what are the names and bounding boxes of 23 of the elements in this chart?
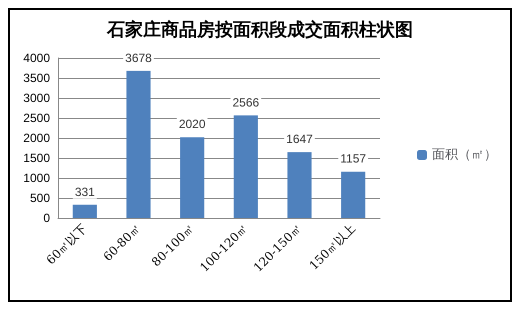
bar: [341, 172, 366, 218]
y-tick-label: 4000: [23, 51, 50, 65]
data-label: 331: [74, 184, 96, 199]
y-tick-label: 1000: [23, 171, 50, 185]
y-tick-label: 2000: [23, 131, 50, 145]
y-tick-label: 1500: [23, 151, 50, 165]
chart-title: 石家庄商品房按面积段成交面积柱状图: [106, 20, 413, 40]
legend-label: 面积（㎡）: [432, 148, 497, 162]
y-tick-label: 0: [43, 211, 50, 225]
bar: [180, 137, 204, 218]
bar: [126, 70, 151, 218]
y-tick-label: 500: [30, 191, 50, 205]
bar: [72, 204, 97, 218]
bar: [234, 115, 258, 218]
y-tick-label: 2500: [23, 111, 50, 125]
data-label: 1647: [286, 132, 314, 146]
data-label: 2566: [232, 95, 260, 110]
bar: [287, 152, 312, 218]
data-label: 1157: [340, 152, 366, 166]
data-label: 2020: [178, 117, 206, 132]
y-tick-label: 3500: [23, 71, 50, 85]
y-tick-label: 3000: [23, 91, 50, 105]
data-label: 3678: [125, 50, 152, 65]
